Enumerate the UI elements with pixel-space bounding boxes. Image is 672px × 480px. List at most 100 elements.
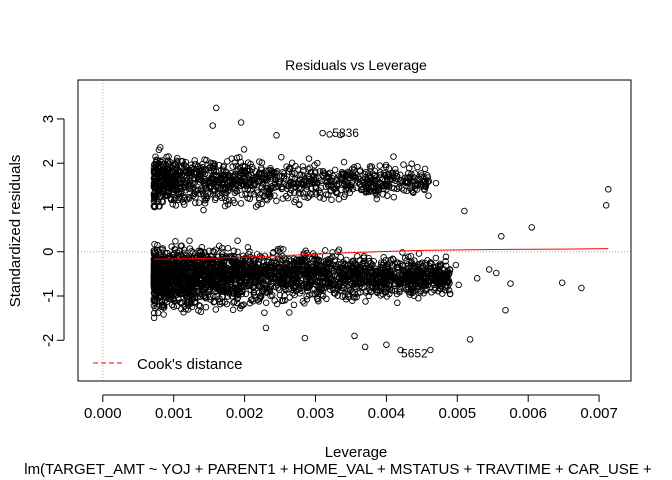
data-point: [200, 168, 207, 175]
data-point: [266, 171, 274, 178]
data-point: [160, 260, 167, 268]
data-point: [382, 288, 390, 296]
data-point: [428, 289, 435, 296]
data-point: [402, 178, 410, 185]
data-point: [397, 280, 405, 288]
data-point: [205, 177, 213, 184]
data-point: [196, 179, 204, 186]
data-point: [177, 169, 184, 177]
data-point: [233, 154, 241, 162]
data-point: [288, 159, 296, 167]
data-point: [308, 260, 315, 268]
data-point: [253, 187, 261, 194]
data-point: [207, 260, 215, 268]
data-point: [224, 244, 232, 252]
data-point: [183, 299, 191, 307]
data-point: [194, 287, 202, 295]
data-point: [151, 300, 159, 307]
data-point: [173, 154, 181, 162]
data-point: [247, 187, 254, 194]
data-point: [173, 275, 180, 282]
data-point: [346, 189, 354, 197]
data-point: [354, 290, 362, 297]
data-point: [184, 306, 192, 313]
data-point: [410, 189, 417, 196]
data-point: [360, 179, 367, 187]
data-point: [397, 171, 404, 179]
data-point: [380, 169, 388, 177]
data-point: [373, 191, 380, 199]
data-point: [331, 166, 339, 174]
data-point: [292, 162, 299, 170]
data-point: [174, 186, 181, 194]
data-point: [405, 285, 413, 292]
data-point: [485, 266, 493, 273]
data-point: [354, 252, 361, 260]
data-point: [282, 261, 289, 269]
data-point: [354, 162, 361, 170]
data-point: [389, 255, 396, 262]
y-tick-label: 1: [40, 203, 57, 211]
data-point: [359, 271, 367, 278]
data-point: [337, 131, 344, 139]
data-point: [233, 188, 240, 195]
data-point: [286, 270, 293, 277]
data-point: [159, 162, 167, 169]
data-point: [152, 286, 159, 294]
data-point: [351, 332, 358, 340]
data-point: [392, 165, 399, 173]
data-point: [371, 167, 379, 175]
data-point: [206, 286, 214, 294]
data-point: [473, 275, 481, 282]
data-point: [405, 170, 412, 177]
legend: Cook's distance: [93, 356, 242, 373]
chart-title: Residuals vs Leverage: [285, 57, 427, 73]
data-point: [309, 178, 317, 186]
data-point: [332, 285, 339, 292]
data-point: [151, 240, 158, 248]
data-point: [351, 268, 358, 275]
data-point: [325, 283, 332, 290]
data-point: [507, 280, 514, 287]
data-point: [341, 268, 348, 275]
data-point: [168, 292, 175, 299]
data-point: [466, 336, 474, 343]
data-point: [166, 169, 174, 177]
data-point: [374, 183, 382, 190]
y-tick-label: 2: [40, 159, 57, 167]
data-point: [394, 266, 402, 274]
data-point: [219, 182, 227, 189]
data-point: [200, 173, 207, 181]
data-point: [210, 191, 217, 198]
data-point: [252, 203, 260, 210]
data-point: [382, 280, 389, 288]
data-point: [334, 263, 341, 270]
data-point: [376, 282, 383, 289]
data-point: [502, 306, 509, 314]
data-point: [238, 278, 245, 286]
data-point: [236, 272, 243, 280]
data-point: [151, 161, 158, 168]
data-point: [155, 203, 162, 210]
data-point: [188, 300, 195, 307]
data-point: [342, 266, 349, 274]
data-point: [244, 244, 252, 251]
data-point: [235, 179, 243, 187]
data-point: [276, 179, 283, 186]
data-point: [325, 174, 333, 181]
data-point: [328, 196, 335, 204]
data-point: [182, 179, 189, 187]
data-point: [262, 195, 270, 203]
data-point: [437, 285, 444, 293]
data-point: [366, 163, 374, 170]
data-point: [154, 246, 161, 254]
data-point: [279, 195, 287, 202]
data-point: [262, 261, 270, 269]
data-point: [299, 281, 306, 289]
data-point: [281, 292, 288, 299]
data-point: [150, 276, 158, 284]
data-point: [285, 168, 293, 175]
data-point: [273, 132, 280, 139]
data-point: [287, 279, 295, 286]
y-tick-label: 3: [40, 115, 57, 123]
